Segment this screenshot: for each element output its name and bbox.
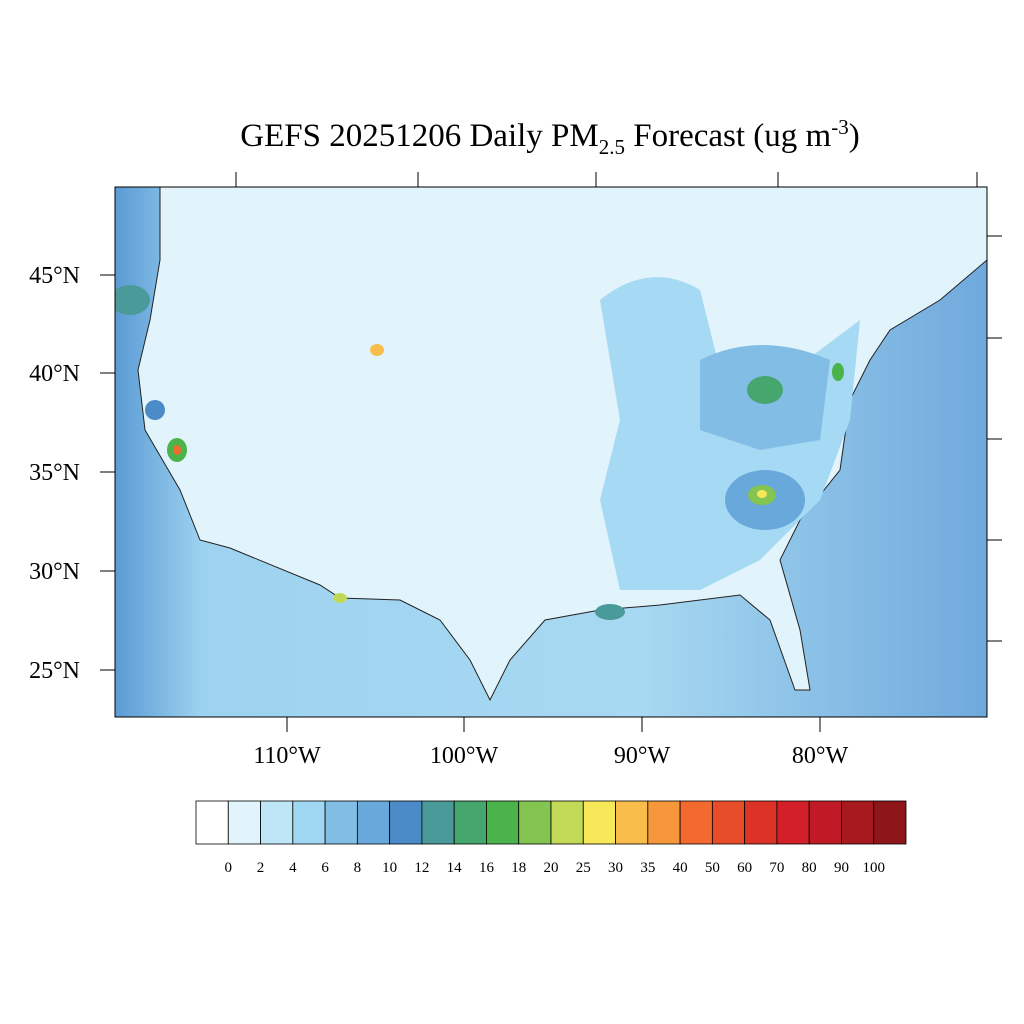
colorbar-label: 14 — [447, 860, 463, 876]
map-frame — [114, 186, 988, 718]
map — [115, 187, 987, 717]
colorbar-box — [389, 800, 423, 845]
colorbar-label: 50 — [705, 860, 720, 876]
colorbar-box — [873, 800, 907, 845]
lat-label: 40°N — [29, 361, 80, 387]
colorbar-box — [744, 800, 778, 845]
colorbar-label: 10 — [382, 860, 397, 876]
colorbar-label: 35 — [640, 860, 655, 876]
colorbar-box — [486, 800, 520, 845]
title-end: ) — [849, 118, 860, 154]
lon-label: 100°W — [430, 743, 499, 769]
colorbar-label: 40 — [673, 860, 688, 876]
colorbar-label: 2 — [257, 860, 265, 876]
colorbar-box — [195, 800, 229, 845]
title-subscript: 2.5 — [599, 135, 625, 159]
colorbar-box — [711, 800, 746, 845]
colorbar-label: 16 — [479, 860, 495, 876]
colorbar-box — [292, 800, 326, 845]
title-main: GEFS 20251206 Daily PM — [240, 118, 598, 154]
colorbar-box — [356, 800, 391, 845]
colorbar-box — [808, 800, 842, 845]
hotspot — [370, 344, 384, 356]
colorbar-label: 90 — [834, 860, 849, 876]
hotspot — [832, 363, 844, 381]
title: GEFS 20251206 Daily PM2.5 Forecast (ug m… — [240, 115, 859, 159]
colorbar-label: 100 — [862, 860, 885, 876]
colorbar-box — [324, 800, 358, 845]
title-superscript: -3 — [831, 115, 849, 139]
colorbar-label: 30 — [608, 860, 623, 876]
colorbar-box — [776, 800, 810, 845]
land — [115, 187, 987, 702]
lat-label: 25°N — [29, 658, 80, 684]
lat-label: 30°N — [29, 559, 80, 585]
colorbar-box — [421, 800, 455, 845]
colorbar-box — [260, 800, 294, 845]
lat-label: 35°N — [29, 460, 80, 486]
offshore — [115, 285, 150, 315]
colorbar-box — [227, 800, 261, 845]
axis-labels: 45°N 40°N 35°N 30°N 25°N 110°W 100°W 90°W 80°W — [29, 263, 848, 769]
title-middle: Forecast (ug m — [625, 118, 832, 154]
lon-label: 80°W — [792, 743, 849, 769]
colorbar-box — [679, 800, 713, 845]
hotspot — [173, 445, 181, 455]
colorbar-box — [841, 800, 875, 845]
hotspot — [747, 376, 783, 404]
colorbar-box — [615, 800, 649, 845]
colorbar-label: 60 — [737, 860, 752, 876]
colorbar-box — [647, 800, 681, 845]
colorbar-label: 12 — [414, 860, 429, 876]
hotspot — [333, 593, 347, 603]
colorbar-box — [453, 800, 487, 845]
lat-label: 45°N — [29, 263, 80, 289]
lon-label: 110°W — [253, 743, 321, 769]
colorbar-label: 4 — [289, 860, 297, 876]
colorbar-label: 25 — [576, 860, 591, 876]
colorbar-label: 70 — [769, 860, 784, 876]
hotspot — [145, 400, 165, 420]
colorbar-label: 6 — [321, 860, 329, 876]
colorbar-box — [550, 800, 584, 845]
colorbar-label: 18 — [511, 860, 526, 876]
colorbar-label: 8 — [354, 860, 362, 876]
colorbar-label: 20 — [544, 860, 559, 876]
colorbar: 0 2 4 6 8 10 12 14 16 18 20 25 30 35 40 50 60 70 80 90 100 — [195, 800, 907, 876]
lon-label: 90°W — [614, 743, 671, 769]
colorbar-box — [582, 800, 616, 845]
border-ticks — [100, 172, 1002, 732]
colorbar-label: 0 — [225, 860, 233, 876]
hotspot — [595, 604, 625, 620]
hotspot — [757, 490, 767, 498]
colorbar-label: 80 — [802, 860, 817, 876]
colorbar-box — [518, 800, 552, 845]
